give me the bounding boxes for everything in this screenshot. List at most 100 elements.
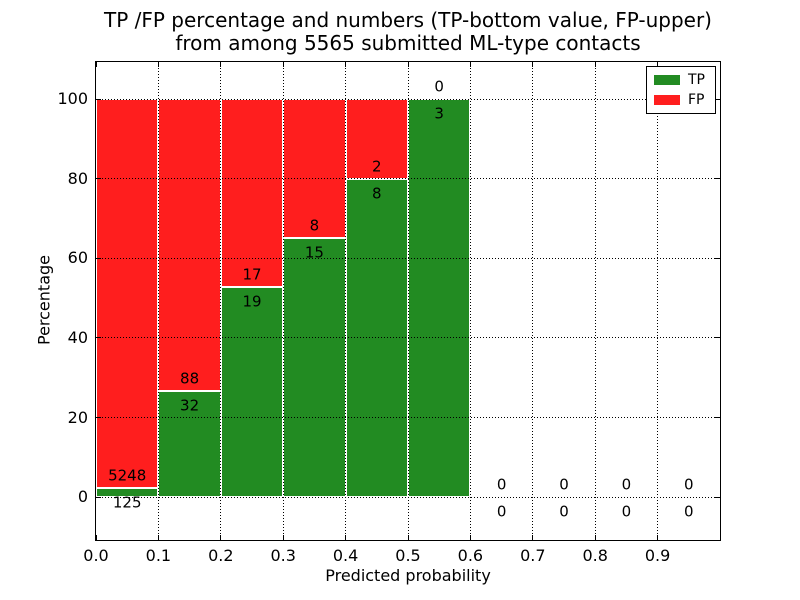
x-axis-tick-top <box>157 62 159 67</box>
y-axis-tick-right <box>715 417 720 419</box>
bar-tp-segment <box>283 237 346 498</box>
y-axis-tick <box>96 257 101 259</box>
y-axis-tick-right <box>715 496 720 498</box>
x-axis-tick <box>469 535 471 540</box>
bar-tp-count-label: 15 <box>304 243 324 262</box>
x-axis-tick <box>157 535 159 540</box>
bar-tp-segment <box>158 391 221 498</box>
bar-tp-count-label: 0 <box>621 502 632 521</box>
bar-tp-count-label: 0 <box>684 502 694 521</box>
y-tick-label: 20 <box>67 407 88 427</box>
bar-fp-segment <box>96 99 159 488</box>
x-tick-label: 0.2 <box>208 546 234 565</box>
x-axis-tick <box>220 535 222 540</box>
gridline-vertical <box>657 62 659 540</box>
gridline-vertical <box>345 62 347 540</box>
chart-title: TP /FP percentage and numbers (TP-bottom… <box>95 9 721 55</box>
bar-fp-count-label: 0 <box>434 77 444 96</box>
bar-tp-count-label: 32 <box>180 396 200 415</box>
fp-legend-label: FP <box>688 92 705 108</box>
y-tick-label: 80 <box>67 168 88 188</box>
x-axis-tick-top <box>345 62 347 67</box>
y-axis-tick <box>96 417 101 419</box>
y-tick-label: 0 <box>77 487 88 507</box>
x-axis-tick-top <box>407 62 409 67</box>
gridline-vertical <box>220 62 222 540</box>
bar-fp-count-label: 88 <box>180 369 200 388</box>
gridline-vertical <box>407 62 409 540</box>
x-tick-label: 0.5 <box>395 546 421 565</box>
chart-title-line1: TP /FP percentage and numbers (TP-bottom… <box>104 8 712 32</box>
x-tick-label: 0.3 <box>270 546 296 565</box>
bar-fp-count-label: 0 <box>621 475 632 494</box>
bar-fp-count-label: 0 <box>559 475 569 494</box>
x-axis-tick <box>282 535 284 540</box>
bar-fp-segment <box>220 99 284 288</box>
bar-fp-count-label: 0 <box>496 475 507 494</box>
x-axis-tick-top <box>594 62 596 67</box>
y-tick-label: 100 <box>57 89 88 109</box>
gridline-vertical <box>469 62 471 540</box>
y-axis-tick-right <box>715 178 720 180</box>
x-tick-label: 0.1 <box>145 546 172 565</box>
y-axis-tick <box>96 337 101 339</box>
bar-tp-segment <box>96 487 159 498</box>
bar-fp-segment <box>345 99 408 179</box>
bar-tp-count-label: 8 <box>372 184 382 203</box>
legend-item-tp: TP <box>654 73 708 87</box>
chart-title-line2: from among 5565 submitted ML-type contac… <box>175 31 641 55</box>
gridline-vertical <box>282 62 284 540</box>
x-axis-tick-top <box>469 62 471 67</box>
y-tick-label: 60 <box>67 248 88 268</box>
gridline-vertical <box>532 62 534 540</box>
legend-item-fp: FP <box>654 93 708 107</box>
y-axis-tick <box>96 496 101 498</box>
bar-fp-segment <box>283 99 346 238</box>
bar-fp-count-label: 0 <box>684 475 694 494</box>
bar-fp-count-label: 8 <box>309 216 320 235</box>
bar-tp-count-label: 0 <box>559 502 569 521</box>
x-axis-tick <box>532 535 534 540</box>
bar-fp-count-label: 2 <box>372 157 382 176</box>
tp-legend-swatch <box>654 75 680 85</box>
x-axis-tick-top <box>95 62 97 67</box>
bar-tp-count-label: 19 <box>242 292 262 311</box>
bar-fp-count-label: 5248 <box>108 466 147 485</box>
y-axis-tick-right <box>715 337 720 339</box>
plot-area: 0.0 0.1 0.2 0.3 0.4 0.5 0.6 0.7 0.8 0.9 0 20 40 60 80 1… <box>57 61 721 565</box>
x-axis-tick-top <box>532 62 534 67</box>
x-axis-label: Predicted probability <box>325 566 491 585</box>
x-tick-label: 0.4 <box>332 546 359 565</box>
x-axis-tick-top <box>220 62 222 67</box>
x-axis-tick <box>345 535 347 540</box>
x-tick-label: 0.8 <box>582 546 608 565</box>
x-tick-label: 0.0 <box>83 546 109 565</box>
bar-tp-segment <box>408 99 471 498</box>
x-axis-tick <box>95 535 97 540</box>
y-tick-label: 40 <box>67 327 88 347</box>
y-axis-label: Percentage <box>34 254 54 346</box>
bar-fp-count-label: 17 <box>242 265 262 284</box>
bar-tp-count-label: 3 <box>434 104 444 123</box>
fp-legend-swatch <box>654 95 680 105</box>
x-tick-label: 0.9 <box>644 546 671 565</box>
x-tick-label: 0.7 <box>520 546 546 565</box>
bar-tp-segment <box>220 287 284 498</box>
y-axis-tick-right <box>715 257 720 259</box>
y-axis-tick <box>96 98 101 100</box>
y-axis-tick-right <box>715 98 720 100</box>
x-axis-tick <box>657 535 659 540</box>
y-axis-tick <box>96 178 101 180</box>
gridline-vertical <box>594 62 596 540</box>
legend: TP FP <box>646 66 716 114</box>
tp-legend-label: TP <box>688 72 705 88</box>
bar-tp-count-label: 0 <box>496 502 507 521</box>
x-tick-label: 0.6 <box>457 546 484 565</box>
x-axis-tick <box>594 535 596 540</box>
gridline-vertical <box>157 62 159 540</box>
x-axis-tick <box>407 535 409 540</box>
x-axis-tick-top <box>657 62 659 67</box>
bar-fp-segment <box>158 99 221 391</box>
x-axis-tick-top <box>282 62 284 67</box>
